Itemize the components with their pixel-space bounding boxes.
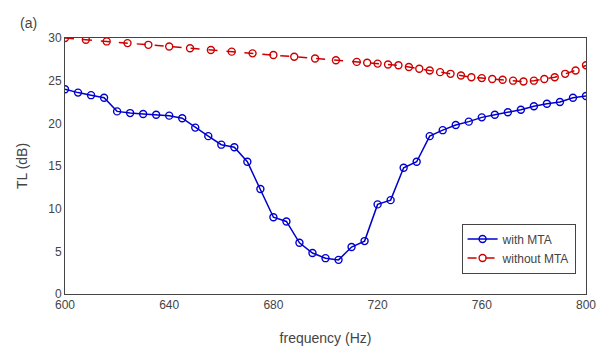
svg-text:600: 600 bbox=[55, 298, 75, 312]
svg-text:15: 15 bbox=[48, 159, 62, 173]
svg-text:640: 640 bbox=[159, 298, 179, 312]
svg-text:720: 720 bbox=[368, 298, 388, 312]
svg-text:30: 30 bbox=[48, 31, 62, 45]
svg-text:TL (dB): TL (dB) bbox=[14, 143, 30, 189]
svg-text:20: 20 bbox=[48, 117, 62, 131]
svg-text:(a): (a) bbox=[20, 15, 37, 31]
svg-text:800: 800 bbox=[576, 298, 596, 312]
svg-text:with MTA: with MTA bbox=[502, 233, 552, 247]
svg-text:0: 0 bbox=[55, 287, 62, 301]
svg-text:frequency (Hz): frequency (Hz) bbox=[280, 330, 372, 346]
svg-text:680: 680 bbox=[263, 298, 283, 312]
svg-text:760: 760 bbox=[472, 298, 492, 312]
svg-text:25: 25 bbox=[48, 74, 62, 88]
svg-text:without MTA: without MTA bbox=[502, 252, 569, 266]
svg-text:10: 10 bbox=[48, 202, 62, 216]
svg-text:5: 5 bbox=[55, 245, 62, 259]
